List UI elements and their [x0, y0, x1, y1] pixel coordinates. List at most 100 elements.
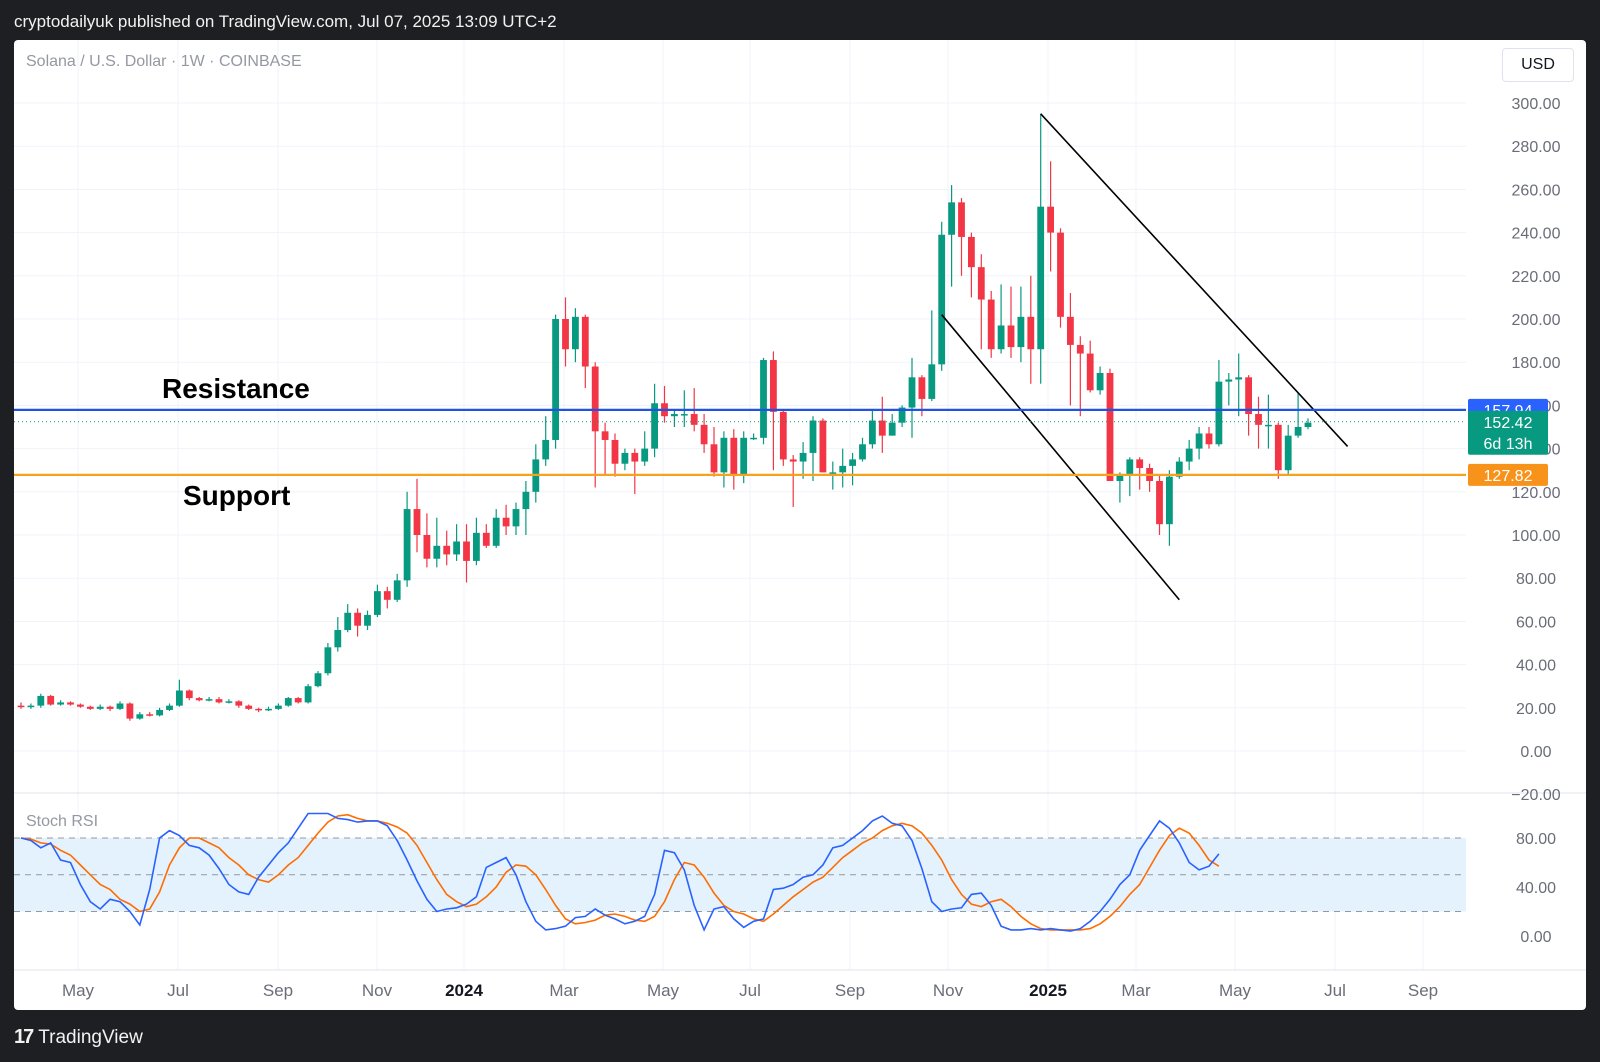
- candle-up: [1304, 418, 1312, 430]
- candle-body: [1245, 377, 1252, 415]
- price-tick-label: 240.00: [1512, 226, 1561, 243]
- grid-lines: [14, 40, 1466, 970]
- candle-up: [393, 573, 401, 602]
- candle-body: [730, 437, 738, 475]
- tradingview-logo-icon: 17: [14, 1026, 34, 1048]
- publish-caption: cryptodailyuk published on TradingView.c…: [14, 12, 557, 31]
- candle-body: [1274, 424, 1282, 471]
- candle-body: [1076, 344, 1084, 354]
- candle-body: [1156, 481, 1163, 525]
- price-tick-label: 300.00: [1512, 96, 1561, 113]
- candle-up: [997, 284, 1005, 354]
- candle-down: [661, 385, 668, 423]
- candle-body: [1007, 325, 1015, 348]
- candle-body: [750, 437, 757, 440]
- price-tick-label: 220.00: [1512, 269, 1561, 286]
- brand-label: TradingView: [38, 1026, 143, 1048]
- candle-down: [294, 697, 302, 704]
- candle-down: [581, 314, 589, 389]
- candle-up: [948, 185, 955, 287]
- candle-up: [1185, 439, 1193, 471]
- candle-body: [1017, 316, 1025, 348]
- time-axis: May Jul Sep Nov 2024 Mar May Jul Sep Nov 2025 Mar Ma…: [62, 981, 1438, 1000]
- candle-body: [1126, 459, 1134, 475]
- candle-body: [324, 647, 332, 674]
- candle-up: [720, 431, 728, 488]
- candle-down: [1047, 161, 1054, 272]
- candle-up: [116, 701, 124, 710]
- price-tick-label: 120.00: [1512, 485, 1561, 502]
- candle-body: [423, 535, 431, 559]
- candle-body: [621, 452, 629, 464]
- candle-body: [453, 541, 460, 555]
- candle-body: [77, 704, 84, 707]
- candle-down: [195, 697, 203, 702]
- candle-body: [591, 366, 599, 432]
- candle-down: [1136, 457, 1144, 490]
- last-price-tag-bg: [1468, 410, 1548, 455]
- chart-canvas[interactable]: 300.00 280.00 260.00 240.00 220.00 200.00 180.…: [14, 40, 1586, 1010]
- candle-up: [760, 357, 767, 445]
- stoch-tick-label: 0.00: [1520, 929, 1551, 946]
- price-tick-label: 80.00: [1516, 571, 1556, 588]
- chart-panel[interactable]: 300.00 280.00 260.00 240.00 220.00 200.00 180.…: [14, 40, 1586, 1010]
- candle-up: [344, 604, 352, 633]
- candle-up: [750, 433, 757, 440]
- currency-button[interactable]: USD: [1502, 48, 1574, 82]
- channel-trendline: [941, 314, 1180, 601]
- candle-up: [938, 221, 946, 371]
- price-tick-label: 200.00: [1512, 312, 1561, 329]
- candle-body: [572, 316, 579, 350]
- candle-up: [928, 310, 936, 402]
- candle-body: [512, 509, 520, 527]
- candle-down: [1027, 275, 1035, 384]
- price-tick-label: 40.00: [1516, 658, 1556, 675]
- candle-body: [364, 614, 371, 626]
- time-tick-label: Sep: [1408, 981, 1438, 1000]
- candle-body: [977, 267, 985, 300]
- candle-down: [1255, 396, 1262, 449]
- candle-down: [1057, 228, 1064, 328]
- candle-up: [641, 431, 649, 466]
- candle-body: [671, 414, 678, 417]
- candle-down: [878, 396, 886, 453]
- candle-up: [205, 697, 213, 702]
- candle-body: [166, 705, 173, 710]
- candle-body: [235, 701, 243, 706]
- candle-body: [265, 708, 272, 711]
- candle-body: [997, 325, 1005, 350]
- candle-down: [185, 689, 193, 701]
- candle-down: [1146, 463, 1153, 492]
- candle-up: [403, 491, 411, 587]
- candle-up: [265, 706, 272, 712]
- candle-body: [284, 698, 292, 706]
- candle-body: [205, 699, 213, 701]
- candle-body: [482, 532, 490, 546]
- candle-up: [908, 357, 916, 438]
- candle-body: [1086, 353, 1094, 391]
- candle-body: [1106, 373, 1114, 481]
- resistance-annotation: Resistance: [162, 373, 310, 404]
- candle-up: [1096, 366, 1104, 395]
- candle-body: [888, 422, 896, 436]
- candle-up: [304, 684, 312, 704]
- tradingview-logo[interactable]: 17 TradingView: [14, 1026, 143, 1049]
- candle-body: [710, 444, 718, 473]
- candle-body: [67, 702, 74, 705]
- time-tick-label: Sep: [263, 981, 293, 1000]
- candle-up: [542, 416, 550, 466]
- candle-up: [1116, 472, 1124, 503]
- time-tick-label: Jul: [739, 981, 761, 1000]
- price-tick-label: 60.00: [1516, 614, 1556, 631]
- time-tick-label: 2025: [1029, 981, 1067, 1000]
- candle-body: [799, 452, 807, 462]
- candle-down: [106, 705, 114, 712]
- candle-up: [1126, 457, 1134, 497]
- candle-body: [562, 319, 569, 350]
- candle-down: [819, 418, 827, 473]
- candle-body: [680, 414, 688, 416]
- price-tick-label: 260.00: [1512, 182, 1561, 199]
- candle-up: [1215, 360, 1223, 447]
- candle-down: [700, 414, 708, 453]
- candle-up: [809, 416, 817, 481]
